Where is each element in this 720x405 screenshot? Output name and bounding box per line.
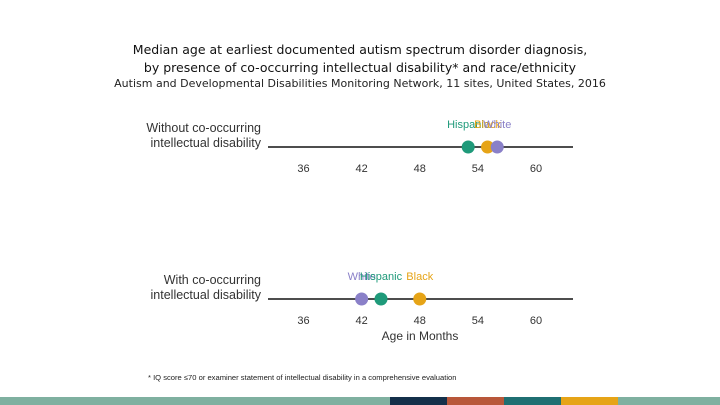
chart-title: Median age at earliest documented autism… — [0, 41, 720, 77]
group-label-white: White — [483, 119, 511, 131]
tick-label: 48 — [414, 315, 426, 327]
band-segment — [390, 397, 447, 405]
band-segment — [618, 397, 720, 405]
group-label-white: White — [348, 271, 376, 283]
title-line-1: Median age at earliest documented autism… — [132, 42, 588, 57]
data-point-black — [481, 140, 495, 154]
group-label-black: Black — [406, 271, 433, 283]
band-segment — [504, 397, 561, 405]
title-line-2: by presence of co-occurring intellectual… — [143, 60, 577, 75]
tick-label: 60 — [530, 163, 542, 175]
footnote: * IQ score ≤70 or examiner statement of … — [148, 373, 457, 382]
data-point-hispanic — [461, 140, 475, 154]
panel-label-line-1: With co-occurring — [164, 273, 261, 287]
tick-label: 60 — [530, 315, 542, 327]
band-segment — [561, 397, 618, 405]
panel-label: Without co-occurring intellectual disabil… — [146, 121, 261, 150]
tick-label: 42 — [356, 315, 368, 327]
tick-label: 54 — [472, 315, 484, 327]
panel-label: With co-occurring intellectual disability — [151, 273, 262, 302]
data-point-black — [413, 292, 427, 306]
data-point-white — [490, 140, 504, 154]
panel-label-line-2: intellectual disability — [151, 136, 262, 150]
band-segment — [0, 397, 390, 405]
group-label-black: Black — [474, 119, 501, 131]
tick-label: 36 — [297, 163, 309, 175]
band-segment — [447, 397, 504, 405]
panel-label-line-1: Without co-occurring — [146, 121, 261, 135]
group-label-hispanic: Hispanic — [360, 271, 403, 283]
x-axis-label: Age in Months — [382, 329, 459, 343]
data-point-white — [355, 292, 369, 306]
chart-subtitle: Autism and Developmental Disabilities Mo… — [114, 77, 606, 90]
group-label-hispanic: Hispanic — [447, 119, 490, 131]
tick-label: 54 — [472, 163, 484, 175]
tick-label: 42 — [356, 163, 368, 175]
panel-label-line-2: intellectual disability — [151, 288, 262, 302]
tick-label: 36 — [297, 315, 309, 327]
tick-label: 48 — [414, 163, 426, 175]
data-point-hispanic — [374, 292, 388, 306]
